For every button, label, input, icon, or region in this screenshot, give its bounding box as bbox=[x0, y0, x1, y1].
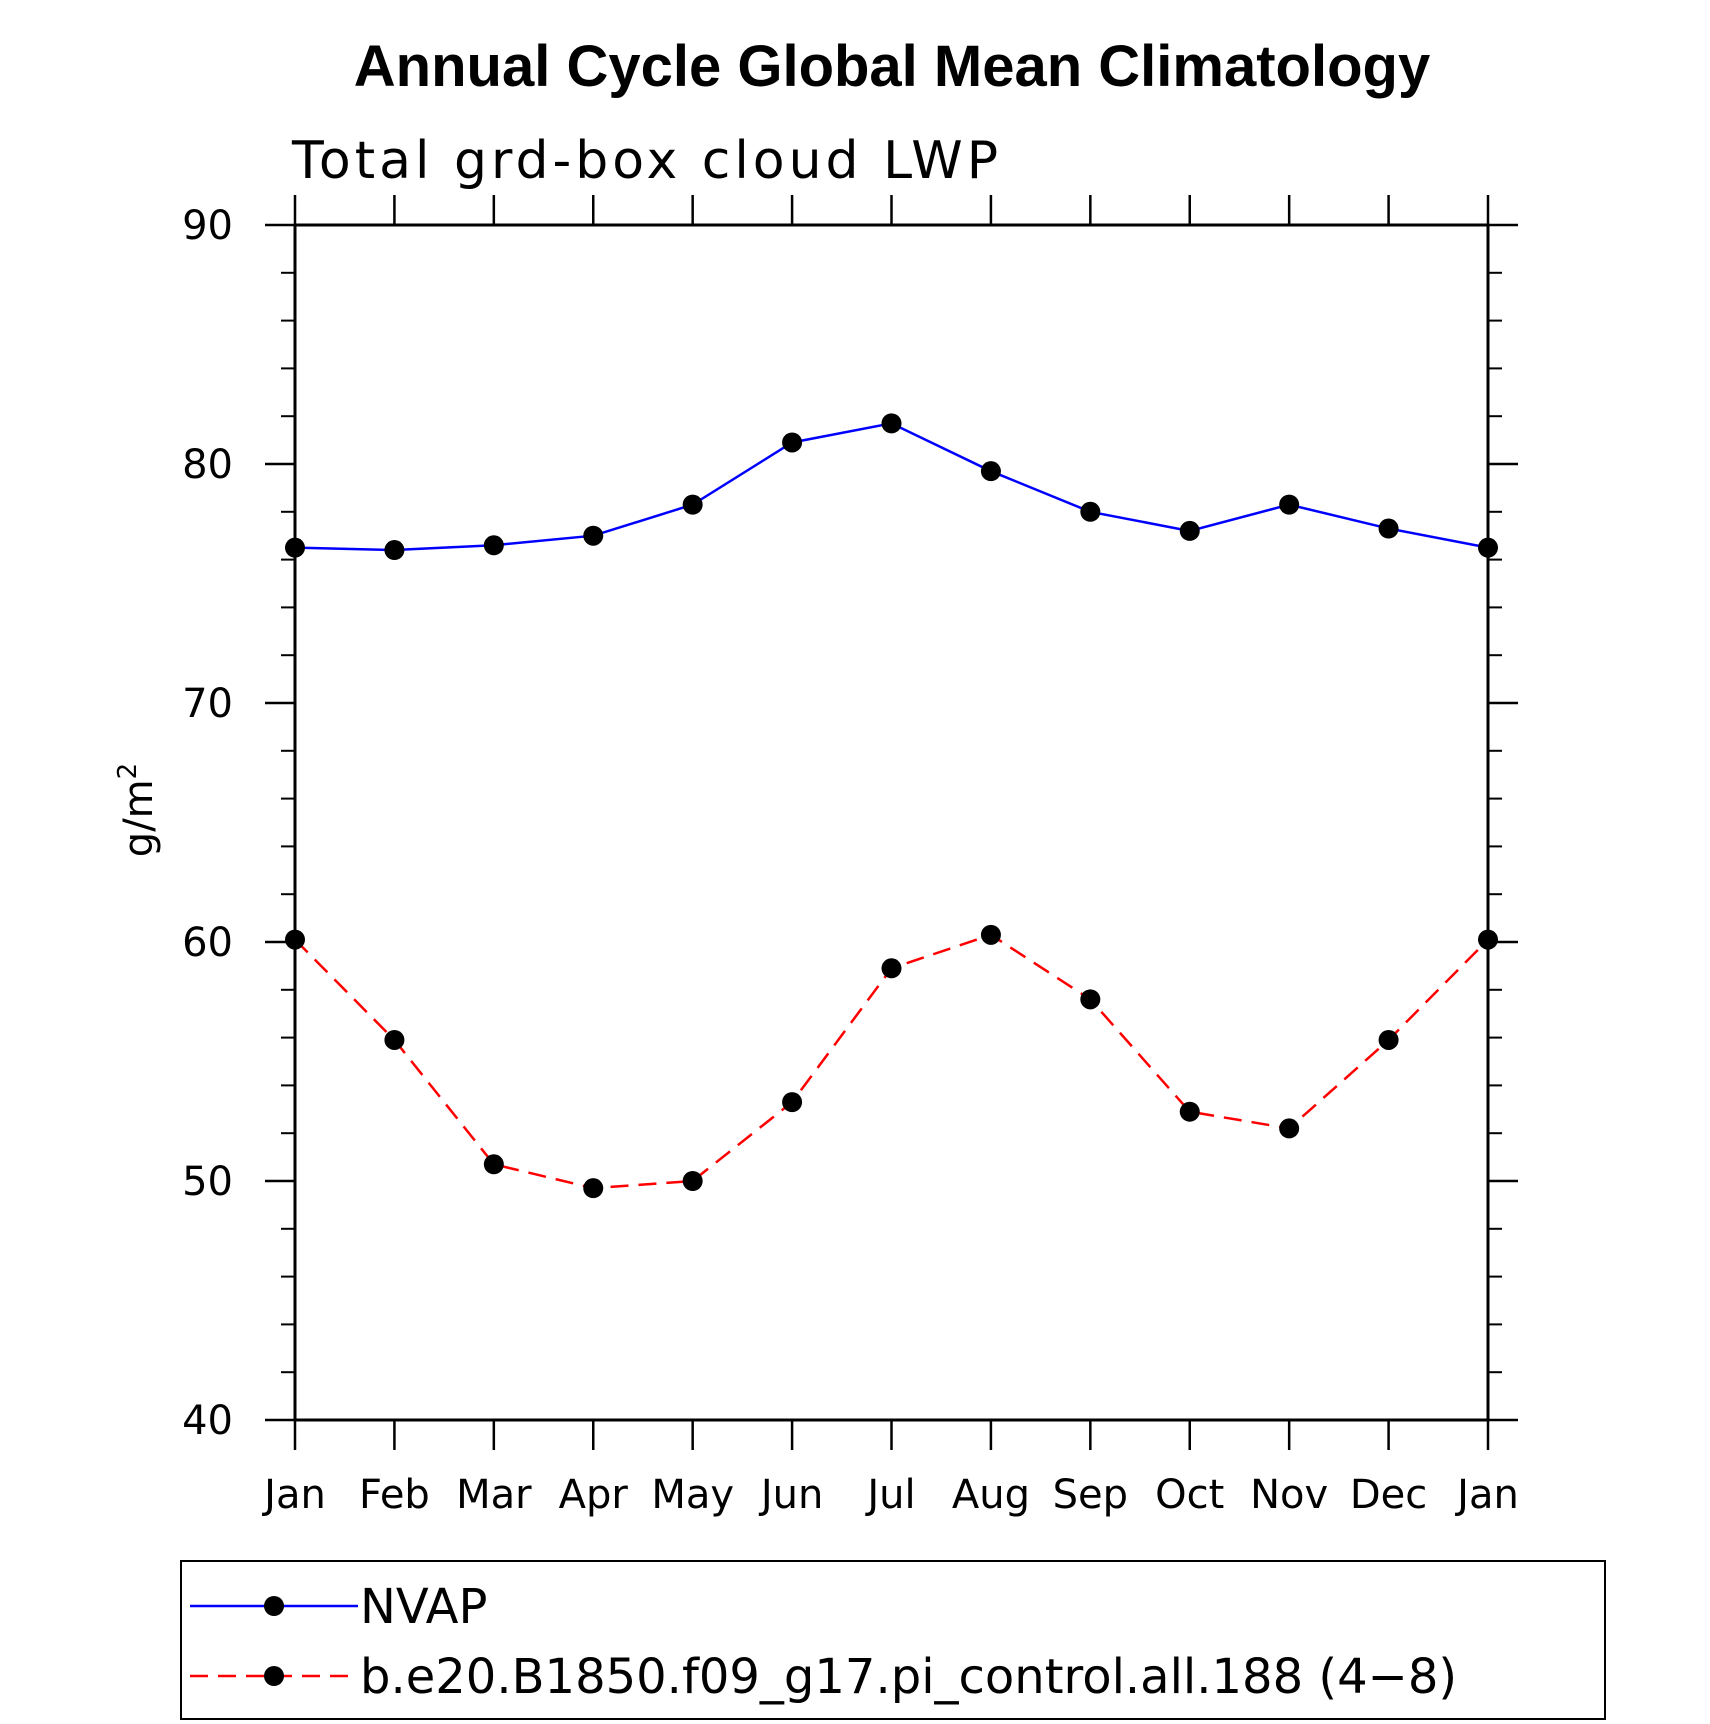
series-1-point bbox=[682, 494, 703, 515]
series-1-point bbox=[384, 540, 405, 561]
series-2-point bbox=[1080, 989, 1101, 1010]
plot-frame bbox=[293, 223, 1490, 1422]
y-tick-label: 80 bbox=[182, 442, 233, 488]
series-2-point bbox=[384, 1029, 405, 1050]
axes: 40 50 60 70 80 90 Jan Feb Mar Apr May Jun Jul Aug Sep O… bbox=[182, 195, 1519, 1518]
series-1-point bbox=[483, 535, 504, 556]
chart-subtitle: Total grd-box cloud LWP bbox=[291, 131, 1002, 191]
x-tick-label: Apr bbox=[559, 1472, 629, 1518]
y-axis-label: g/m2 bbox=[113, 763, 162, 857]
series-2-point bbox=[1378, 1029, 1399, 1050]
series-2-point bbox=[1179, 1101, 1200, 1122]
series-2-point bbox=[1478, 929, 1498, 950]
series-2-point bbox=[583, 1178, 604, 1199]
series-line-1 bbox=[294, 422, 1489, 552]
legend-box bbox=[180, 1560, 1606, 1720]
svg-text:g/m2: g/m2 bbox=[113, 763, 162, 857]
x-tick-label: May bbox=[651, 1472, 734, 1518]
plot-area bbox=[285, 413, 1498, 1199]
series-2-point bbox=[980, 924, 1001, 945]
series-1-point bbox=[1179, 520, 1200, 541]
legend-marker-1 bbox=[264, 1596, 284, 1616]
series-1-point bbox=[1279, 494, 1300, 515]
x-tick-label: Jun bbox=[758, 1472, 824, 1518]
series-1-point bbox=[1478, 537, 1498, 558]
x-tick-label: Jan bbox=[261, 1472, 326, 1518]
legend: NVAP b.e20.B1850.f09_g17.pi_control.all.1… bbox=[190, 1579, 1457, 1705]
x-tick-label: Jul bbox=[864, 1472, 915, 1518]
series-1-point bbox=[1378, 518, 1399, 539]
y-tick-label: 50 bbox=[182, 1159, 233, 1205]
chart-title: Annual Cycle Global Mean Climatology bbox=[354, 34, 1430, 99]
x-tick-label: Mar bbox=[456, 1472, 532, 1518]
x-tick-label: Oct bbox=[1155, 1472, 1224, 1518]
y-tick-label: 40 bbox=[182, 1398, 233, 1444]
y-tick-label: 90 bbox=[182, 203, 233, 249]
series-1-point bbox=[980, 461, 1001, 482]
series-2-point bbox=[782, 1092, 803, 1113]
legend-label-2: b.e20.B1850.f09_g17.pi_control.all.188 (… bbox=[360, 1649, 1457, 1705]
series-2-point bbox=[483, 1154, 504, 1175]
series-1-point bbox=[285, 537, 305, 558]
x-tick-label: Feb bbox=[359, 1472, 430, 1518]
y-axis-label-base: g/m bbox=[116, 779, 162, 857]
y-tick-label: 70 bbox=[182, 681, 233, 727]
series-2-point bbox=[682, 1171, 703, 1191]
x-tick-label: Aug bbox=[952, 1472, 1030, 1518]
legend-marker-2 bbox=[264, 1666, 284, 1686]
series-1-point bbox=[1080, 501, 1101, 522]
series-1-point bbox=[583, 525, 604, 546]
y-axis-label-superscript: 2 bbox=[113, 763, 143, 780]
x-tick-label: Dec bbox=[1350, 1472, 1427, 1518]
y-tick-label: 60 bbox=[182, 920, 233, 966]
series-2-point bbox=[1279, 1118, 1300, 1139]
legend-label-1: NVAP bbox=[360, 1579, 487, 1635]
x-tick-label: Nov bbox=[1250, 1472, 1328, 1518]
x-tick-label: Jan bbox=[1454, 1472, 1519, 1518]
x-tick-label: Sep bbox=[1053, 1472, 1128, 1518]
series-1-point bbox=[782, 432, 803, 453]
series-2-point bbox=[881, 958, 902, 979]
series-1-point bbox=[881, 413, 902, 434]
series-2-point bbox=[285, 929, 305, 950]
